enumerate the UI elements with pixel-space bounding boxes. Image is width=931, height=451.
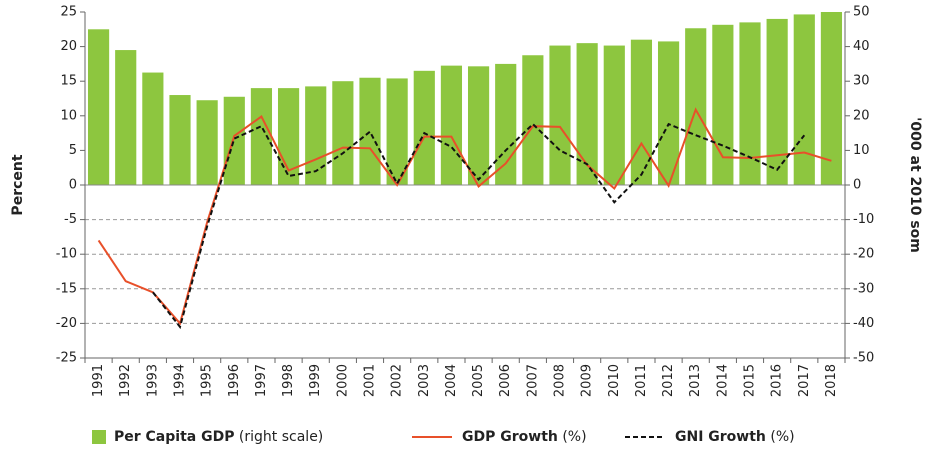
bar bbox=[549, 45, 571, 186]
y2-tick-label: 30 bbox=[853, 74, 870, 89]
bar bbox=[250, 88, 273, 185]
line-series bbox=[97, 107, 832, 326]
y2-tick-label: -50 bbox=[853, 351, 874, 366]
x-tick-label: 2009 bbox=[580, 364, 595, 397]
bar bbox=[359, 77, 381, 185]
x-tick-label: 2004 bbox=[444, 364, 459, 397]
bar bbox=[739, 22, 761, 185]
bar bbox=[305, 86, 327, 185]
bar bbox=[766, 18, 788, 186]
y-tick-label: 0 bbox=[69, 178, 77, 193]
x-tick-label: 2015 bbox=[743, 364, 758, 397]
bar bbox=[115, 50, 137, 186]
x-tick-label: 2008 bbox=[553, 364, 568, 397]
y2-tick-label: 10 bbox=[853, 143, 870, 158]
y2-axis-title: '000 at 2010 som bbox=[907, 117, 923, 253]
bar bbox=[467, 66, 490, 185]
legend-name: GDP Growth bbox=[462, 429, 558, 445]
x-tick-label: 2007 bbox=[525, 364, 540, 397]
x-tick-label: 2001 bbox=[363, 364, 378, 397]
y-tick-label: 10 bbox=[60, 108, 77, 123]
y-tick-label: 15 bbox=[60, 74, 77, 89]
y-tick-label: 20 bbox=[60, 39, 77, 54]
x-tick-label: 2003 bbox=[417, 364, 432, 397]
legend-swatch bbox=[92, 430, 106, 444]
bar bbox=[603, 45, 625, 186]
x-tick-label: 2010 bbox=[607, 364, 622, 397]
y2-tick-label: 50 bbox=[853, 5, 870, 20]
y-tick-label: 25 bbox=[60, 5, 77, 20]
bar bbox=[522, 55, 544, 185]
bar bbox=[793, 14, 815, 186]
x-tick-label: 2000 bbox=[335, 364, 350, 397]
bar bbox=[657, 41, 680, 185]
bar bbox=[332, 81, 354, 185]
y2-tick-label: -10 bbox=[853, 212, 874, 227]
bar bbox=[495, 63, 517, 185]
x-tick-label: 2006 bbox=[498, 364, 513, 397]
x-tick-label: 2002 bbox=[390, 364, 405, 397]
legend-name: Per Capita GDP bbox=[114, 429, 234, 445]
bar bbox=[820, 12, 843, 185]
x-tick-label: 2014 bbox=[715, 364, 730, 397]
x-tick-label: 1998 bbox=[281, 364, 296, 397]
x-tick-label: 1995 bbox=[200, 364, 215, 397]
y-tick-label: -25 bbox=[56, 351, 77, 366]
x-tick-label: 1992 bbox=[118, 364, 133, 397]
bar bbox=[169, 95, 191, 185]
y2-tick-label: -20 bbox=[853, 247, 874, 262]
x-tick-label: 2017 bbox=[797, 364, 812, 397]
y2-tick-label: 0 bbox=[853, 178, 861, 193]
y2-tick-label: -30 bbox=[853, 281, 874, 296]
bar bbox=[440, 65, 463, 185]
bar bbox=[196, 100, 218, 185]
x-tick-label: 2012 bbox=[661, 364, 676, 397]
x-tick-label: 1993 bbox=[145, 364, 160, 397]
y-axis-title: Percent bbox=[10, 154, 26, 215]
y-tick-label: -10 bbox=[56, 247, 77, 262]
x-tick-label: 1991 bbox=[91, 364, 106, 397]
bar bbox=[142, 72, 164, 185]
bar bbox=[413, 70, 435, 185]
x-tick-label: 1994 bbox=[173, 364, 188, 397]
legend-suffix: (%) bbox=[562, 429, 586, 445]
y-tick-label: -15 bbox=[56, 281, 77, 296]
legend-label: GDP Growth (%) bbox=[462, 429, 587, 445]
bar bbox=[630, 39, 653, 186]
bar bbox=[87, 29, 110, 185]
y-tick-label: -5 bbox=[64, 212, 77, 227]
x-tick-label: 2005 bbox=[471, 364, 486, 397]
line-series bbox=[152, 122, 806, 330]
x-tick-label: 2018 bbox=[824, 364, 839, 397]
y2-tick-label: 20 bbox=[853, 108, 870, 123]
bar bbox=[685, 28, 707, 186]
x-tick-label: 1996 bbox=[227, 364, 242, 397]
y-tick-label: 5 bbox=[69, 143, 77, 158]
x-tick-label: 1999 bbox=[308, 364, 323, 397]
legend-label: GNI Growth (%) bbox=[675, 429, 795, 445]
legend-suffix: (%) bbox=[770, 429, 794, 445]
legend-label: Per Capita GDP (right scale) bbox=[114, 429, 323, 445]
legend-suffix: (right scale) bbox=[239, 429, 323, 445]
x-tick-label: 2013 bbox=[688, 364, 703, 397]
bar bbox=[712, 24, 734, 185]
y2-tick-label: -40 bbox=[853, 316, 874, 331]
legend-name: GNI Growth bbox=[675, 429, 766, 445]
x-tick-label: 2016 bbox=[770, 364, 785, 397]
x-tick-label: 2011 bbox=[634, 364, 649, 397]
bar bbox=[223, 96, 245, 185]
y2-tick-label: 40 bbox=[853, 39, 870, 54]
bar bbox=[386, 78, 408, 185]
bar bbox=[576, 43, 598, 185]
y-tick-label: -20 bbox=[56, 316, 77, 331]
x-tick-label: 1997 bbox=[254, 364, 269, 397]
